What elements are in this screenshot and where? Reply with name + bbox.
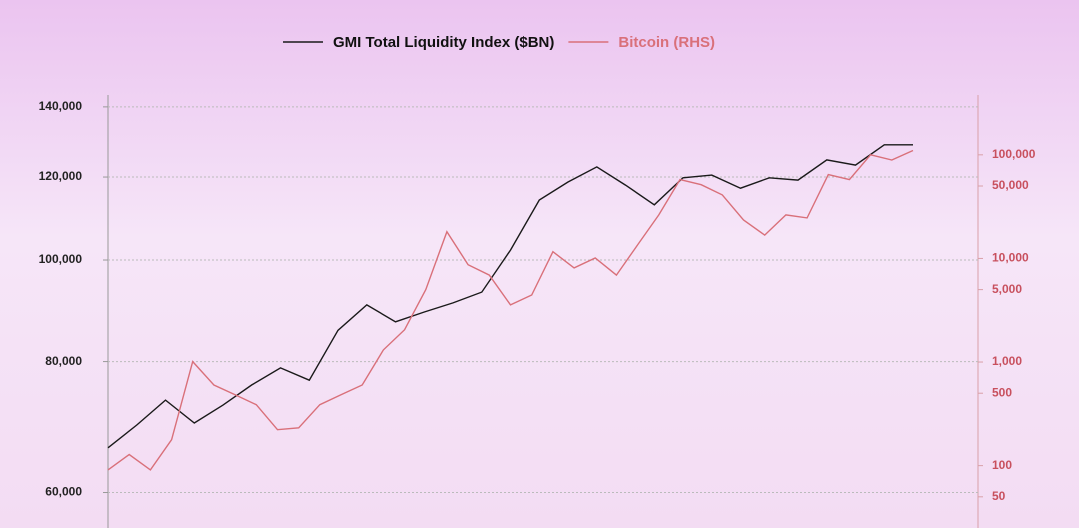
y-tick-label: 140,000 — [39, 99, 83, 113]
y2-tick-label: 100,000 — [992, 147, 1036, 161]
y2-tick-label: 5,000 — [992, 282, 1022, 296]
y-tick-label: 60,000 — [45, 485, 82, 499]
y-tick-label: 120,000 — [39, 169, 83, 183]
y2-tick-label: 500 — [992, 385, 1012, 399]
y-tick-label: 100,000 — [39, 252, 83, 266]
y2-tick-label: 50,000 — [992, 178, 1029, 192]
legend-label: GMI Total Liquidity Index ($BN) — [333, 34, 554, 51]
y-tick-label: 80,000 — [45, 354, 82, 368]
y2-tick-label: 10,000 — [992, 251, 1029, 265]
series-line — [107, 144, 913, 449]
y2-tick-label: 50 — [992, 489, 1006, 503]
series-line — [107, 149, 914, 471]
y2-tick-label: 1,000 — [992, 354, 1022, 368]
y2-tick-label: 100 — [992, 458, 1012, 472]
legend-label: Bitcoin (RHS) — [618, 34, 715, 51]
